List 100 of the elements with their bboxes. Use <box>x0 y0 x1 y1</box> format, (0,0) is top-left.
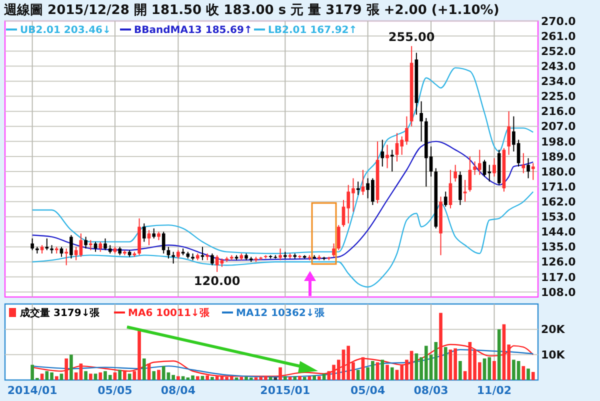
candlestick <box>386 144 389 169</box>
bar <box>64 358 68 380</box>
y-tick-label: 153.0 <box>541 210 576 224</box>
bar <box>123 371 126 380</box>
annotation: 255.00 <box>388 30 435 44</box>
bar <box>356 370 360 380</box>
bar <box>390 367 394 380</box>
y-tick-label: 10K <box>541 348 566 362</box>
y-tick-label: 108.0 <box>541 286 576 299</box>
candlestick <box>70 234 73 260</box>
legend-label: MA12 10362↓張 <box>236 307 326 319</box>
candlestick <box>531 162 535 180</box>
bar <box>318 376 321 380</box>
bar <box>215 376 219 380</box>
bar <box>162 366 166 380</box>
candlestick <box>64 248 68 266</box>
bar <box>463 371 467 380</box>
bar <box>60 374 64 380</box>
candlestick <box>278 248 282 261</box>
candlestick <box>172 251 175 264</box>
bar <box>79 364 83 380</box>
bar <box>278 367 282 380</box>
candlestick <box>84 236 88 249</box>
bar <box>531 372 535 380</box>
bar <box>206 375 210 380</box>
chart-title: 週線圖 2015/12/28 開 181.50 收 183.00 s 元 量 3179 張 +2.00 (+1.10%) <box>3 3 500 18</box>
y-tick-label: 126.0 <box>541 256 576 269</box>
bar <box>526 368 530 380</box>
bar <box>522 366 526 380</box>
bar <box>94 374 98 380</box>
bar <box>176 376 180 380</box>
candlestick <box>89 240 92 251</box>
bar <box>268 376 272 380</box>
bar <box>152 371 156 380</box>
candlestick <box>74 246 78 261</box>
bar <box>439 312 442 380</box>
x-tick-label: 11/02 <box>476 384 512 397</box>
candlestick <box>200 246 204 261</box>
bar <box>84 371 88 380</box>
bar <box>293 376 297 380</box>
y-tick-label: 117.0 <box>541 270 576 284</box>
y-tick-label: 234.0 <box>541 75 576 88</box>
candlestick <box>79 232 83 258</box>
bar <box>361 357 365 380</box>
y-tick-label: 252.0 <box>541 44 576 58</box>
bar <box>302 376 306 380</box>
bar <box>54 376 58 380</box>
x-tick-label: 05/04 <box>350 384 386 397</box>
line-series <box>32 140 534 261</box>
y-tick-label: 225.0 <box>541 90 576 104</box>
y-tick-label: 243.0 <box>541 60 576 74</box>
legend-label: MA6 10011↓張 <box>128 307 210 319</box>
bar <box>40 374 44 380</box>
candlestick <box>152 228 156 239</box>
bar <box>492 361 496 380</box>
candlestick <box>210 253 214 266</box>
bar <box>118 370 122 380</box>
candlestick <box>454 164 457 182</box>
bar <box>444 347 448 380</box>
line-series <box>32 344 534 377</box>
legend-label: LB2.01 167.92↑ <box>268 25 358 36</box>
candlestick <box>507 110 510 156</box>
y-tick-label: 135.0 <box>541 240 576 254</box>
x-tick-label: 2015/01 <box>260 384 310 397</box>
candlestick <box>30 238 34 251</box>
y-tick-label: 207.0 <box>541 120 576 134</box>
bar <box>284 376 287 380</box>
line-series <box>32 191 534 288</box>
bar <box>142 358 146 380</box>
candlestick <box>142 222 146 242</box>
y-tick-label: 261.0 <box>541 30 576 43</box>
candlestick <box>166 246 170 260</box>
x-tick-label: 08/03 <box>414 384 448 397</box>
bar <box>308 376 312 380</box>
line-series <box>32 67 534 254</box>
bar <box>298 376 302 380</box>
x-tick-label: 05/05 <box>98 384 132 397</box>
candlestick <box>162 231 166 254</box>
y-tick-label: 180.0 <box>541 165 576 178</box>
candlestick <box>104 238 107 251</box>
bar <box>497 329 501 380</box>
bar <box>70 354 73 380</box>
candlestick <box>492 158 496 178</box>
candlestick <box>420 100 423 142</box>
legend-label: UB2.01 203.46↓ <box>20 25 111 36</box>
bar <box>157 370 160 380</box>
bar <box>312 375 316 380</box>
bar <box>128 374 132 380</box>
y-tick-label: 162.0 <box>541 196 576 209</box>
candlestick <box>526 158 530 179</box>
candlestick <box>390 149 394 172</box>
y-tick-label: 270.0 <box>541 14 576 28</box>
x-tick-label: 08/04 <box>160 384 196 397</box>
bar <box>181 376 185 380</box>
candlestick <box>361 169 365 196</box>
candlestick <box>147 230 151 246</box>
candlestick <box>468 156 472 192</box>
bar <box>98 372 102 380</box>
y-tick-label: 189.0 <box>541 150 576 164</box>
bar <box>458 361 462 380</box>
